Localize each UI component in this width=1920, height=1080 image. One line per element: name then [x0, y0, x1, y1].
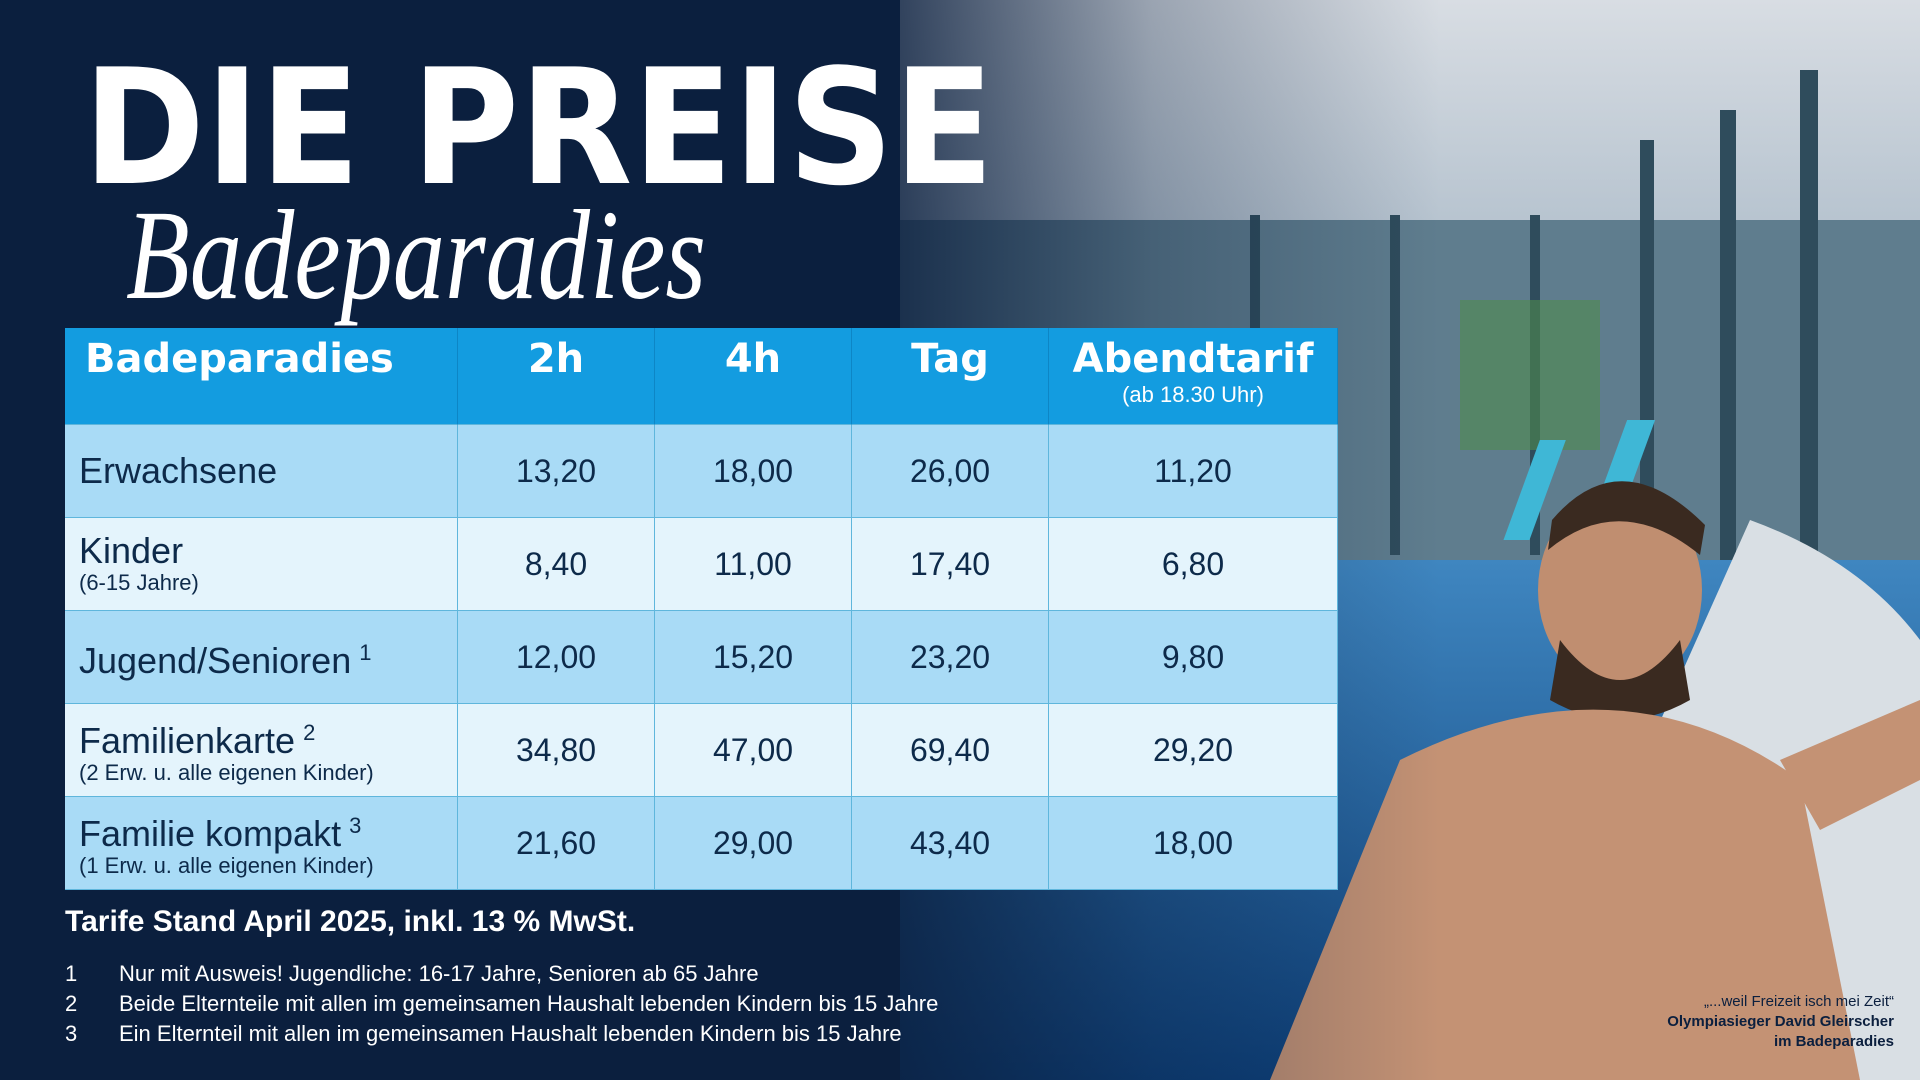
price: 11,20	[1154, 452, 1232, 489]
price-cell: 11,20	[1049, 425, 1338, 518]
footnote-ref: 1	[359, 640, 372, 665]
row-title: Kinder	[79, 532, 457, 570]
title: DIE PREISE	[83, 34, 994, 221]
row-title: Jugend/Senioren 1	[79, 634, 457, 680]
row-label: Jugend/Senioren 1	[65, 611, 458, 704]
price: 43,40	[909, 824, 991, 861]
footnote-ref: 3	[349, 813, 362, 838]
price-cell: 29,20	[1049, 704, 1338, 797]
price-cell: 17,40	[852, 518, 1049, 611]
header-label: Tag	[911, 336, 989, 382]
price-cell: 8,40	[458, 518, 655, 611]
footnote-marker: 3	[65, 1021, 78, 1046]
price-cell: 15,20	[655, 611, 852, 704]
price: 18,00	[712, 452, 794, 489]
price: 13,20	[515, 452, 597, 489]
header-cell: Abendtarif (ab 18.30 Uhr)	[1049, 328, 1338, 425]
header-cell: 4h	[655, 328, 852, 425]
row-title: Familienkarte 2	[79, 714, 457, 760]
caption-line: im Badeparadies	[1773, 1033, 1894, 1050]
price-cell: 47,00	[655, 704, 852, 797]
header-label: Badeparadies	[85, 336, 394, 382]
footnote-marker: 2	[65, 991, 78, 1016]
row-label-text: Familienkarte	[79, 720, 296, 761]
price: 23,20	[909, 638, 991, 675]
row-label-text: Familie kompakt	[79, 813, 342, 854]
price-cell: 23,20	[852, 611, 1049, 704]
row-label: Kinder (6-15 Jahre)	[65, 518, 458, 611]
price: 18,00	[1152, 824, 1234, 861]
header-label: 4h	[724, 336, 782, 382]
caption-quote: „...weil Freizeit isch mei Zeit“	[1703, 993, 1894, 1010]
price-cell: 69,40	[852, 704, 1049, 797]
price-cell: 29,00	[655, 797, 852, 890]
price-cell: 9,80	[1049, 611, 1338, 704]
row-label: Erwachsene	[65, 425, 458, 518]
photo-caption: „...weil Freizeit isch mei Zeit“ Olympia…	[1667, 992, 1894, 1052]
header-label: Abendtarif	[1072, 336, 1314, 382]
price-cell: 43,40	[852, 797, 1049, 890]
price: 29,00	[712, 824, 794, 861]
header-cell: 2h	[458, 328, 655, 425]
price: 21,60	[515, 824, 597, 861]
row-label: Familie kompakt 3 (1 Erw. u. alle eigenen …	[65, 797, 458, 890]
price-table: Badeparadies 2h 4h Tag Abendtarif (ab 18.30 U…	[65, 328, 1338, 890]
price: 8,40	[524, 545, 588, 582]
header-cell: Tag	[852, 328, 1049, 425]
row-label-text: Jugend/Senioren	[79, 640, 352, 681]
price-cell: 26,00	[852, 425, 1049, 518]
price: 17,40	[909, 545, 991, 582]
row-label-text: Kinder	[79, 530, 184, 571]
price: 11,00	[714, 545, 792, 582]
price: 12,00	[515, 638, 597, 675]
header-cell: Badeparadies	[65, 328, 458, 425]
row-title: Familie kompakt 3	[79, 807, 457, 853]
price-cell: 34,80	[458, 704, 655, 797]
price: 6,80	[1161, 545, 1225, 582]
price: 9,80	[1161, 638, 1225, 675]
row-title: Erwachsene	[79, 452, 457, 490]
footnote-text: Ein Elternteil mit allen im gemeinsamen …	[119, 1021, 902, 1046]
price-cell: 6,80	[1049, 518, 1338, 611]
price-cell: 12,00	[458, 611, 655, 704]
price: 29,20	[1152, 731, 1234, 768]
subtitle: Badeparadies	[126, 184, 706, 326]
header-label: 2h	[527, 336, 585, 382]
footnote-text: Nur mit Ausweis! Jugendliche: 16-17 Jahr…	[119, 961, 759, 986]
price-cell: 13,20	[458, 425, 655, 518]
footnote-ref: 2	[303, 720, 316, 745]
row-note: (2 Erw. u. alle eigenen Kinder)	[79, 760, 374, 785]
row-note: (1 Erw. u. alle eigenen Kinder)	[79, 853, 374, 878]
price: 15,20	[712, 638, 794, 675]
price-cell: 18,00	[655, 425, 852, 518]
price: 69,40	[909, 731, 991, 768]
price-cell: 11,00	[655, 518, 852, 611]
price: 34,80	[515, 731, 597, 768]
price-cell: 18,00	[1049, 797, 1338, 890]
price: 47,00	[712, 731, 794, 768]
price-cell: 21,60	[458, 797, 655, 890]
tariff-note: Tarife Stand April 2025, inkl. 13 % MwSt…	[65, 905, 636, 938]
row-label: Familienkarte 2 (2 Erw. u. alle eigenen Ki…	[65, 704, 458, 797]
footnote-text: Beide Elternteile mit allen im gemeinsam…	[119, 991, 939, 1016]
caption-line: Olympiasieger David Gleirscher	[1667, 1013, 1894, 1030]
price: 26,00	[909, 452, 991, 489]
footnote-marker: 1	[65, 961, 78, 986]
row-note: (6-15 Jahre)	[79, 570, 199, 595]
row-label-text: Erwachsene	[79, 450, 278, 491]
header-note: (ab 18.30 Uhr)	[1122, 382, 1264, 407]
